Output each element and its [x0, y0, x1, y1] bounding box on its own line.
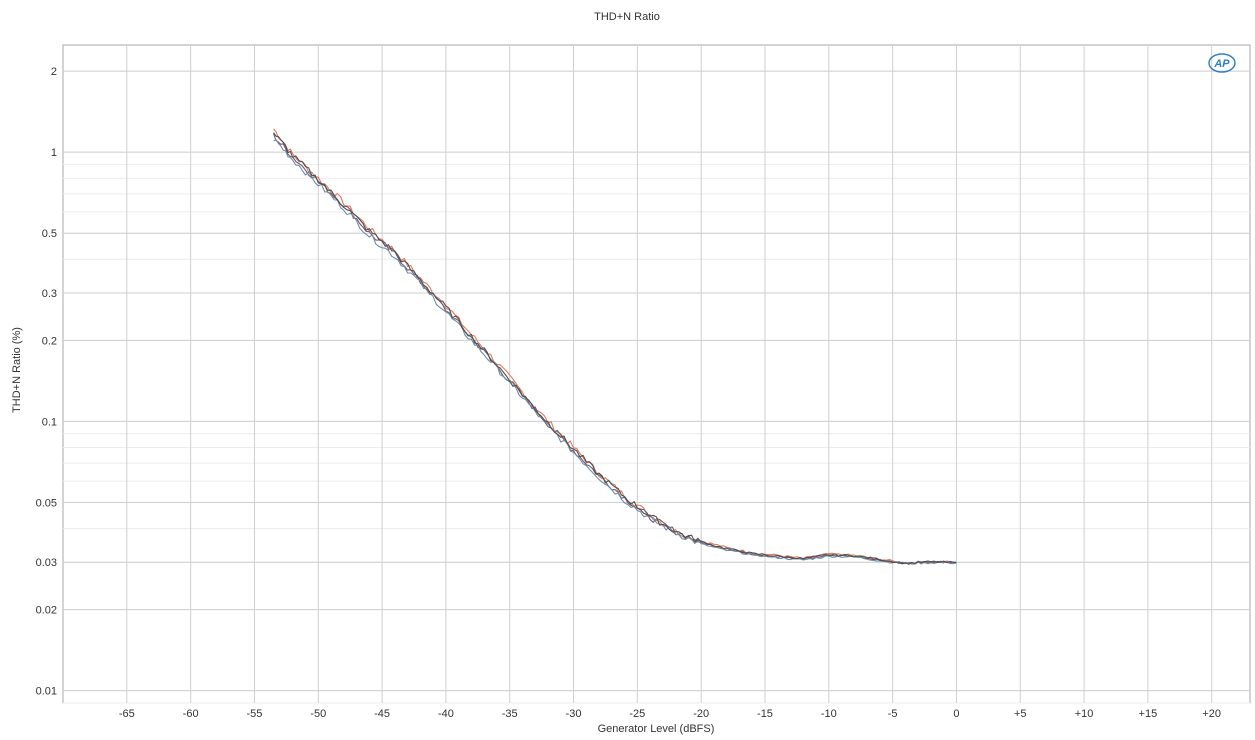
- x-tick-label: -45: [374, 708, 390, 720]
- x-tick-label: 0: [953, 708, 959, 720]
- y-tick-label: 0.03: [36, 557, 57, 569]
- y-tick-label: 0.1: [42, 416, 57, 428]
- y-tick-label: 0.01: [36, 686, 57, 698]
- plot-area: [62, 44, 1251, 704]
- ap-logo: AP: [1208, 53, 1236, 73]
- x-tick-label: -50: [310, 708, 326, 720]
- x-tick-label: +20: [1202, 708, 1221, 720]
- x-axis-label: Generator Level (dBFS): [598, 723, 715, 735]
- x-tick-label: -35: [502, 708, 518, 720]
- y-tick-label: 0.3: [42, 288, 57, 300]
- y-tick-label: 2: [51, 66, 57, 78]
- x-tick-label: -60: [183, 708, 199, 720]
- x-tick-label: -25: [629, 708, 645, 720]
- x-tick-label: -30: [566, 708, 582, 720]
- x-tick-label: -65: [119, 708, 135, 720]
- series-line-4: [273, 132, 957, 565]
- x-tick-label: -40: [438, 708, 454, 720]
- y-tick-label: 0.2: [42, 335, 57, 347]
- x-tick-label: -5: [888, 708, 898, 720]
- x-tick-label: +10: [1075, 708, 1094, 720]
- y-tick-label: 1: [51, 147, 57, 159]
- chart-title: THD+N Ratio: [594, 11, 660, 23]
- y-axis-label: THD+N Ratio (%): [11, 327, 23, 413]
- y-tick-label: 0.5: [42, 228, 57, 240]
- x-tick-label: -20: [693, 708, 709, 720]
- y-tick-label: 0.02: [36, 605, 57, 617]
- series-line-3: [273, 138, 957, 565]
- ap-logo-text: AP: [1213, 58, 1230, 70]
- x-tick-label: -10: [821, 708, 837, 720]
- x-tick-label: -55: [246, 708, 262, 720]
- x-tick-label: +5: [1014, 708, 1027, 720]
- x-tick-label: -15: [757, 708, 773, 720]
- x-tick-label: +15: [1139, 708, 1158, 720]
- y-tick-label: 0.05: [36, 497, 57, 509]
